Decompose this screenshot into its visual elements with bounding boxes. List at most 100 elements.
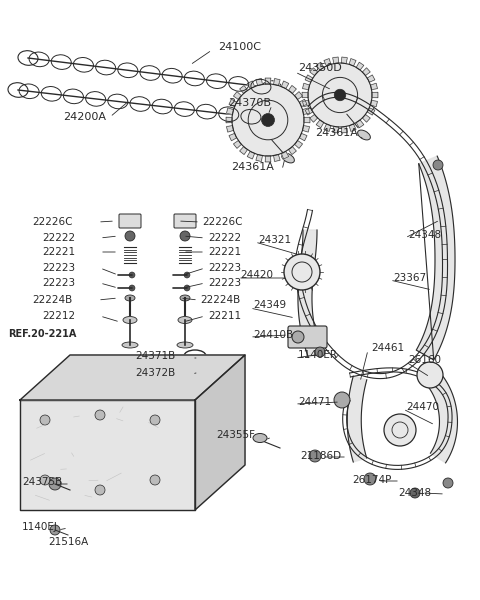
Circle shape: [417, 362, 443, 388]
Polygon shape: [305, 108, 313, 115]
Polygon shape: [342, 57, 348, 64]
Ellipse shape: [177, 342, 193, 348]
Polygon shape: [316, 62, 324, 70]
Polygon shape: [367, 108, 375, 115]
Ellipse shape: [358, 130, 371, 140]
Circle shape: [40, 415, 50, 425]
Polygon shape: [300, 133, 307, 141]
Polygon shape: [274, 79, 280, 86]
Polygon shape: [20, 355, 245, 400]
Polygon shape: [302, 100, 310, 107]
Text: 22221: 22221: [208, 247, 241, 257]
Polygon shape: [362, 115, 370, 122]
Polygon shape: [349, 59, 356, 66]
Circle shape: [49, 478, 61, 490]
Circle shape: [184, 285, 190, 291]
Ellipse shape: [178, 317, 192, 323]
Text: 21186D: 21186D: [300, 451, 341, 461]
Text: 24420: 24420: [240, 270, 273, 280]
Text: 24370B: 24370B: [228, 98, 271, 108]
Text: 26160: 26160: [408, 355, 441, 365]
Text: 22223: 22223: [42, 263, 75, 273]
Polygon shape: [298, 230, 322, 358]
Polygon shape: [304, 117, 310, 123]
Polygon shape: [300, 99, 307, 107]
Circle shape: [262, 113, 275, 127]
Polygon shape: [20, 400, 195, 510]
Polygon shape: [227, 125, 234, 132]
Ellipse shape: [125, 295, 135, 301]
Polygon shape: [305, 75, 313, 82]
Text: 22223: 22223: [208, 263, 241, 273]
Text: 22222: 22222: [208, 233, 241, 243]
Text: 23367: 23367: [393, 273, 426, 283]
Text: 24321: 24321: [258, 235, 291, 245]
Circle shape: [129, 272, 135, 278]
Text: 24361A: 24361A: [231, 162, 274, 172]
Text: 24348: 24348: [398, 488, 431, 498]
Polygon shape: [256, 154, 263, 161]
Polygon shape: [229, 133, 237, 141]
Polygon shape: [367, 75, 375, 82]
Circle shape: [184, 272, 190, 278]
Text: 24375B: 24375B: [22, 477, 62, 487]
Circle shape: [95, 485, 105, 495]
Text: REF.20-221A: REF.20-221A: [8, 329, 76, 339]
Text: 24200A: 24200A: [63, 112, 106, 122]
Polygon shape: [310, 115, 318, 122]
Polygon shape: [295, 140, 302, 148]
FancyBboxPatch shape: [119, 214, 141, 228]
Text: 22211: 22211: [208, 311, 241, 321]
Polygon shape: [247, 81, 254, 89]
Text: 22223: 22223: [208, 278, 241, 288]
Polygon shape: [347, 376, 367, 462]
Circle shape: [150, 415, 160, 425]
Circle shape: [433, 160, 443, 170]
Circle shape: [180, 231, 190, 241]
Text: 22222: 22222: [42, 233, 75, 243]
Text: 24372B: 24372B: [135, 368, 175, 378]
Polygon shape: [310, 68, 318, 76]
Circle shape: [95, 410, 105, 420]
Polygon shape: [302, 125, 310, 132]
Text: 24361A: 24361A: [315, 128, 358, 138]
Polygon shape: [281, 81, 289, 89]
Ellipse shape: [122, 342, 138, 348]
Polygon shape: [349, 124, 356, 131]
Text: 22212: 22212: [42, 311, 75, 321]
Circle shape: [308, 63, 372, 127]
Circle shape: [292, 331, 304, 343]
Polygon shape: [324, 124, 331, 131]
Polygon shape: [288, 85, 296, 94]
Ellipse shape: [123, 317, 137, 323]
Circle shape: [334, 392, 350, 408]
Polygon shape: [227, 108, 234, 115]
FancyBboxPatch shape: [288, 326, 327, 348]
Polygon shape: [281, 151, 289, 159]
Circle shape: [232, 84, 304, 156]
Polygon shape: [372, 92, 378, 98]
Circle shape: [443, 478, 453, 488]
Polygon shape: [240, 85, 248, 94]
Polygon shape: [226, 117, 232, 123]
Polygon shape: [324, 59, 331, 66]
Text: 24471: 24471: [298, 397, 331, 407]
Text: 24100C: 24100C: [218, 42, 261, 52]
Text: 22226C: 22226C: [202, 217, 242, 227]
Polygon shape: [247, 151, 254, 159]
Text: 22223: 22223: [42, 278, 75, 288]
Text: 24410B: 24410B: [253, 330, 293, 340]
Polygon shape: [316, 120, 324, 128]
Polygon shape: [416, 156, 455, 360]
Polygon shape: [233, 140, 241, 148]
Polygon shape: [333, 127, 338, 133]
Circle shape: [125, 231, 135, 241]
Polygon shape: [233, 92, 241, 100]
Circle shape: [384, 414, 416, 446]
Polygon shape: [229, 99, 237, 107]
Polygon shape: [265, 78, 271, 84]
Circle shape: [40, 475, 50, 485]
Text: 22224B: 22224B: [200, 295, 240, 305]
Polygon shape: [240, 146, 248, 155]
Polygon shape: [302, 83, 310, 89]
